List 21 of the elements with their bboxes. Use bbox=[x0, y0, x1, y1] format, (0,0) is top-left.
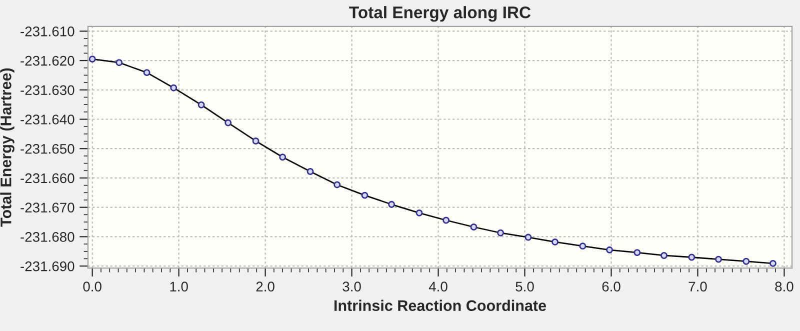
y-axis-title: Total Energy (Hartree) bbox=[0, 68, 14, 227]
x-tick-label: 5.0 bbox=[516, 282, 534, 292]
y-tick-label: -231.610 bbox=[20, 26, 74, 36]
x-tick-label: 3.0 bbox=[342, 282, 361, 292]
x-tick-label: 8.0 bbox=[775, 282, 794, 292]
x-tick-label: 6.0 bbox=[602, 282, 620, 292]
x-tick-label: 2.0 bbox=[256, 282, 274, 292]
y-tick-label: -231.680 bbox=[20, 232, 74, 242]
x-tick-label: 4.0 bbox=[428, 282, 448, 292]
y-tick-label: -231.650 bbox=[20, 144, 74, 154]
y-tick-label: -231.630 bbox=[20, 85, 74, 96]
y-tick-label: -231.620 bbox=[20, 56, 74, 66]
x-tick-label: 1.0 bbox=[170, 282, 188, 292]
x-axis-title: Intrinsic Reaction Coordinate bbox=[334, 300, 546, 312]
chart-title: Total Energy along IRC bbox=[349, 6, 531, 22]
y-tick-label: -231.690 bbox=[20, 261, 74, 272]
y-tick-label: -231.640 bbox=[20, 114, 74, 124]
x-tick-label: 0.0 bbox=[83, 282, 102, 292]
y-tick-label: -231.670 bbox=[20, 202, 74, 213]
x-tick-label: 7.0 bbox=[688, 282, 707, 292]
y-tick-label: -231.660 bbox=[20, 173, 74, 184]
